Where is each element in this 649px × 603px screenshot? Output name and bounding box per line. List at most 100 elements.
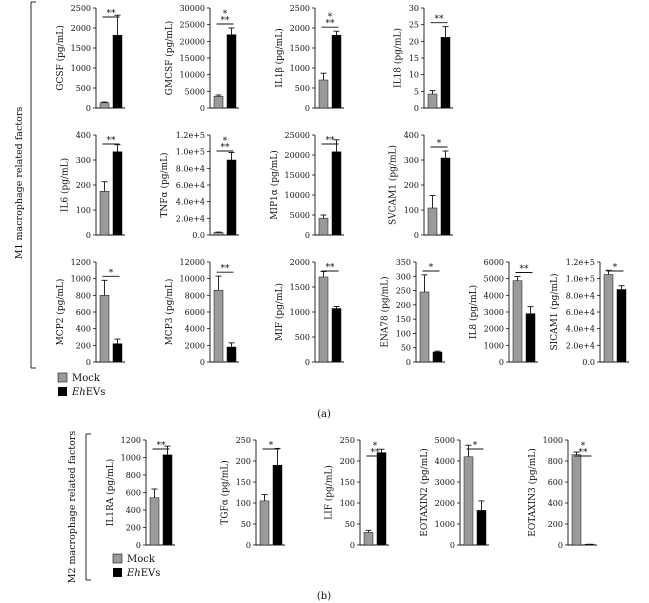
y-tick-label: 0 xyxy=(414,231,419,240)
chart-mcp2: 0 200 400 600 800 1000 1200 MCP2 (pg/mL) * xyxy=(55,258,125,367)
y-tick-label: 250 xyxy=(236,436,251,445)
y-tick-label: 50 xyxy=(241,520,251,529)
chart-il8: 0 1000 2000 3000 4000 5000 6000 IL8 (pg/mL) ** xyxy=(468,258,538,367)
y-tick-label: 12000 xyxy=(180,258,205,267)
y-tick-label: 100 xyxy=(340,499,355,508)
bar-mock xyxy=(419,291,430,363)
significance-label: ** xyxy=(157,441,167,451)
y-tick-label: 1000 xyxy=(290,64,310,73)
y-tick-label: 500 xyxy=(76,84,91,93)
y-tick-label: 0 xyxy=(558,541,563,550)
legend-ehevs-label: EhEVs xyxy=(71,387,105,398)
y-axis-label: MCP3 (pg/mL) xyxy=(164,279,175,346)
significance-label: ** xyxy=(107,9,117,19)
bar-ehevs xyxy=(432,351,443,363)
y-tick-label: 5 xyxy=(414,87,419,96)
y-tick-label: 5000 xyxy=(484,275,504,284)
bar-mock xyxy=(427,207,438,236)
bar-mock xyxy=(427,93,438,109)
y-tick-label: 0 xyxy=(86,358,91,367)
y-tick-label: 200 xyxy=(404,181,419,190)
panel-label-b: (b) xyxy=(317,591,331,602)
legend-a: Mock EhEVs xyxy=(57,372,105,398)
y-tick-label: 1.2e+5 xyxy=(566,258,595,267)
chart-mcp3: 0 2000 4000 6000 8000 10000 12000 MCP3 (pg/mL) *… xyxy=(164,258,239,367)
bar-mock xyxy=(463,456,474,546)
y-tick-label: 200 xyxy=(76,181,91,190)
y-tick-label: 1000 xyxy=(290,308,310,317)
y-axis-label: MIP1α (pg/mL) xyxy=(269,150,280,220)
significance-label: ** xyxy=(520,265,530,275)
y-tick-label: 1000 xyxy=(121,454,141,463)
significance-label: * xyxy=(223,10,228,20)
bar-ehevs xyxy=(376,452,387,546)
chart-ena78: 0 50 100 150 200 250 300 350 ENA78 (pg/mL) * xyxy=(380,258,445,367)
significance-label: ** xyxy=(326,19,336,29)
legend-eh-prefix: Eh xyxy=(126,568,141,579)
y-tick-label: 0 xyxy=(86,104,91,113)
y-tick-label: 0 xyxy=(450,541,455,550)
y-tick-label: 4.0e+4 xyxy=(566,325,595,334)
chart-eotaxin2: 0 1000 2000 3000 4000 5000 EOTAXIN2 (pg/mL) * xyxy=(419,436,489,550)
y-axis-label: GMCSF (pg/mL) xyxy=(164,21,175,96)
y-axis-label: TNFα (pg/mL) xyxy=(159,152,170,217)
y-tick-label: 400 xyxy=(76,131,91,140)
y-tick-label: 0 xyxy=(305,231,310,240)
y-tick-label: 5000 xyxy=(290,211,310,220)
chart-il1ra: 0 200 400 600 800 1000 1200 IL1RA (pg/mL) ** xyxy=(105,436,175,550)
y-tick-label: 50 xyxy=(401,344,411,353)
y-tick-label: 30000 xyxy=(180,4,205,13)
y-axis-label: IL18 (pg/mL) xyxy=(392,28,403,88)
bar-ehevs xyxy=(272,464,283,546)
y-tick-label: 2000 xyxy=(185,341,205,350)
bar-ehevs xyxy=(331,151,342,236)
chart-tnfα: 0.0 2.0e+4 4.0e+4 6.0e+4 8.0e+4 1.0e+5 1.2e+5 T… xyxy=(159,131,239,240)
y-tick-label: 1.2e+5 xyxy=(176,131,205,140)
bar-mock xyxy=(213,290,224,363)
chart-svcam1: 0 100 200 300 400 SVCAM1 (pg/mL) * xyxy=(388,131,453,240)
significance-label: ** xyxy=(221,16,231,26)
bar-mock xyxy=(363,532,374,546)
y-tick-label: 1.0e+5 xyxy=(566,275,595,284)
y-tick-label: 200 xyxy=(548,520,563,529)
y-tick-label: 8.0e+4 xyxy=(566,291,595,300)
y-tick-label: 250 xyxy=(396,287,411,296)
y-tick-label: 600 xyxy=(76,308,91,317)
y-axis-label: SICAM1 (pg/mL) xyxy=(549,274,560,351)
bar-ehevs xyxy=(440,157,451,236)
y-tick-label: 200 xyxy=(396,301,411,310)
significance-label: ** xyxy=(326,136,336,146)
significance-label: ** xyxy=(579,448,589,458)
significance-label: * xyxy=(581,442,586,452)
y-tick-label: 200 xyxy=(236,457,251,466)
y-tick-label: 1000 xyxy=(543,436,563,445)
group-bracket-a xyxy=(30,1,36,369)
y-tick-label: 1.0e+5 xyxy=(176,148,205,157)
y-tick-label: 5000 xyxy=(435,436,455,445)
y-tick-label: 6000 xyxy=(185,308,205,317)
y-tick-label: 15 xyxy=(409,54,419,63)
y-tick-label: 1500 xyxy=(71,44,91,53)
y-tick-label: 6.0e+4 xyxy=(566,308,595,317)
chart-gmcsf: 0 5000 10000 15000 20000 25000 30000 GMCSF (pg/… xyxy=(164,4,239,113)
y-tick-label: 2000 xyxy=(435,499,455,508)
group-label-m1: M1 macrophage related factors xyxy=(14,107,25,260)
group-bracket-b xyxy=(85,433,91,581)
bar-mock xyxy=(99,295,110,363)
bar-mock xyxy=(99,102,110,109)
bar-mock xyxy=(149,497,160,546)
y-tick-label: 2.0e+4 xyxy=(566,341,595,350)
significance-label: ** xyxy=(107,136,117,146)
significance-label: * xyxy=(473,441,478,451)
y-tick-label: 300 xyxy=(76,156,91,165)
y-tick-label: 400 xyxy=(76,325,91,334)
y-tick-label: 500 xyxy=(295,333,310,342)
bar-ehevs xyxy=(331,34,342,109)
chart-il6: 0 100 200 300 400 IL6 (pg/mL) ** xyxy=(60,131,125,240)
y-tick-label: 300 xyxy=(404,156,419,165)
y-tick-label: 2000 xyxy=(290,24,310,33)
legend-mock-swatch xyxy=(112,553,123,564)
y-tick-label: 0 xyxy=(200,358,205,367)
y-tick-label: 400 xyxy=(404,131,419,140)
